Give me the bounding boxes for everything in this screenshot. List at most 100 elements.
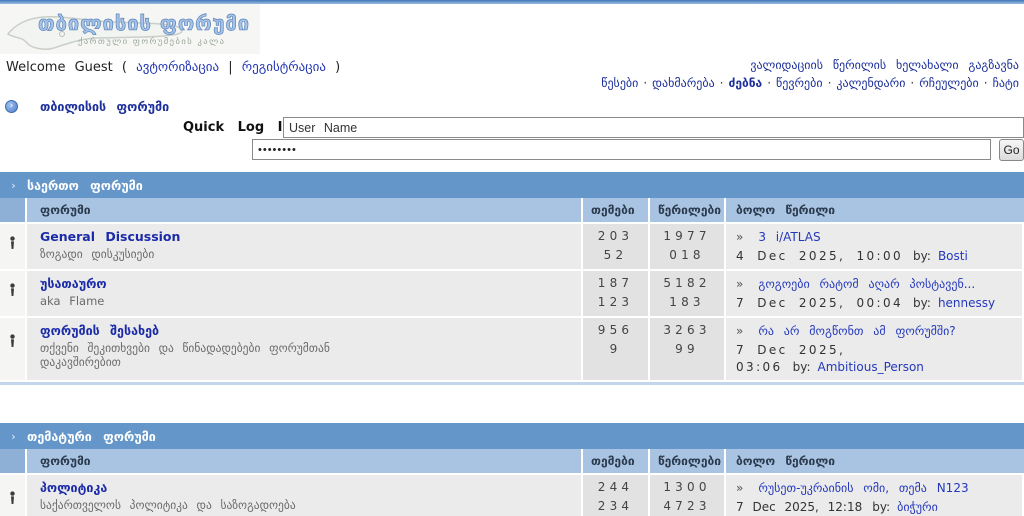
quick-login-label: Quick Log In <box>183 120 292 135</box>
last-post-date: 7 Dec 2025, 12:18 <box>736 500 863 514</box>
username-input[interactable] <box>283 117 1024 138</box>
forum-row-politics: პოლიტიკა საქართველოს პოლიტიკა და საზოგად… <box>0 475 1024 516</box>
nav-separator: · <box>910 76 915 90</box>
topics-count: 20352 <box>583 224 650 269</box>
validation-resend-link[interactable]: ვალიდაციის წერილის ხელახალი გაგზავნა <box>750 58 1019 72</box>
logo[interactable]: თბილისის ფორუმი ქართული ფორუმების კალა <box>0 4 260 54</box>
nav-separator: · <box>643 76 648 90</box>
topics-count: 9569 <box>583 318 650 380</box>
forum-row-about-forum: ფორუმის შესახებ თქვენი შეკითხვები და წინ… <box>0 318 1024 382</box>
last-post-cell: » 3 i/ATLAS 4 Dec 2025, 10:00 by: Bosti <box>726 224 1022 269</box>
posts-count: 1977018 <box>650 224 726 269</box>
forum-description: საქართველოს პოლიტიკა და საზოგადოება <box>40 498 296 512</box>
last-topic-link[interactable]: რა არ მოგწონთ ამ ფორუმში? <box>758 324 956 338</box>
topics-column-header: თემები <box>583 449 650 473</box>
posts-column-header: წერილები <box>650 449 726 473</box>
register-link[interactable]: რეგისტრაცია <box>241 60 326 75</box>
forum-column-header: ფორუმი <box>27 449 583 473</box>
last-post-marker: » <box>736 481 744 495</box>
last-topic-link[interactable]: გოგოები რატომ აღარ პოსტავენ... <box>758 277 976 291</box>
password-input[interactable] <box>252 139 991 160</box>
nav-separator: · <box>983 76 988 90</box>
category-thematic: › თემატური ფორუმი ფორუმი თემები წერილები… <box>0 423 1024 516</box>
forum-row-flame: უსათაურო aka Flame 187123 5182183 » გოგოე… <box>0 271 1024 318</box>
nav-separator: · <box>767 76 772 90</box>
forum-link[interactable]: ფორუმის შესახებ <box>40 323 160 338</box>
collapse-arrow-icon: › <box>11 178 16 192</box>
table-header-row: ფორუმი თემები წერილები ბოლო წერილი <box>0 198 1024 224</box>
category-general: › საერთო ფორუმი ფორუმი თემები წერილები ბ… <box>0 172 1024 385</box>
paren-open: ( <box>121 60 127 75</box>
login-link[interactable]: ავტორიზაცია <box>136 60 220 75</box>
posts-count: 326399 <box>650 318 726 380</box>
validation-resend-row: ვალიდაციის წერილის ხელახალი გაგზავნა <box>601 58 1019 72</box>
last-post-marker: » <box>736 230 744 244</box>
last-post-user-link[interactable]: hennessy <box>937 296 996 310</box>
nav-item-help[interactable]: დახმარება <box>652 76 715 90</box>
lastpost-column-header: ბოლო წერილი <box>736 203 835 217</box>
topics-column-header: თემები <box>583 198 650 222</box>
header-links: ვალიდაციის წერილის ხელახალი გაგზავნა წეს… <box>601 58 1019 94</box>
forum-status-icon <box>10 334 15 347</box>
by-label: by: <box>872 500 891 514</box>
forum-description: ზოგადი დისკუსიები <box>40 247 155 261</box>
nav-item-favorites[interactable]: რჩეულები <box>919 76 979 90</box>
lastpost-column-header: ბოლო წერილი <box>736 454 835 468</box>
topics-count: 187123 <box>583 271 650 316</box>
forum-link[interactable]: უსათაურო <box>40 276 107 291</box>
category-title: საერთო ფორუმი <box>27 177 143 193</box>
last-post-user-link[interactable]: ბიჭური <box>897 500 938 514</box>
last-post-user-link[interactable]: Ambitious_Person <box>817 360 924 374</box>
nav-item-chat[interactable]: ჩატი <box>992 76 1019 90</box>
top-accent-bar <box>0 0 1024 4</box>
last-post-date: 4 Dec 2025, 10:00 <box>736 249 904 263</box>
posts-column-header: წერილები <box>650 198 726 222</box>
nav-item-calendar[interactable]: კალენდარი <box>836 76 906 90</box>
last-post-cell: » გოგოები რატომ აღარ პოსტავენ... 7 Dec 20… <box>726 271 1022 316</box>
forum-status-icon <box>10 236 15 249</box>
forum-link[interactable]: პოლიტიკა <box>40 480 108 495</box>
forum-status-icon <box>10 283 15 296</box>
nav-item-members[interactable]: წევრები <box>776 76 823 90</box>
page-header: თბილისის ფორუმი ქართული ფორუმების კალა W… <box>0 4 1024 172</box>
table-header-row: ფორუმი თემები წერილები ბოლო წერილი <box>0 449 1024 475</box>
nav-item-rules[interactable]: წესები <box>601 76 639 90</box>
logo-map-icon: თბილისის ფორუმი ქართული ფორუმების კალა <box>6 11 250 50</box>
last-post-marker: » <box>736 277 744 291</box>
last-topic-link[interactable]: რუსეთ-უკრაინის ომი, თემა N123 <box>758 481 969 495</box>
forum-column-header: ფორუმი <box>27 198 583 222</box>
forum-bullet-icon: › <box>5 100 18 113</box>
logo-subtitle-text: ქართული ფორუმების კალა <box>78 36 225 47</box>
welcome-divider: | <box>228 60 233 75</box>
logo-title-text: თბილისის ფორუმი <box>38 11 250 35</box>
forum-link[interactable]: General Discussion <box>40 229 181 244</box>
last-post-marker: » <box>736 324 744 338</box>
breadcrumb: › თბილისის ფორუმი <box>5 99 169 114</box>
main-nav: წესები · დახმარება · ძებნა · წევრები · კალენდარი… <box>601 76 1019 90</box>
welcome-text: Welcome Guest <box>6 60 113 75</box>
last-post-user-link[interactable]: Bosti <box>937 249 968 263</box>
icon-column-header <box>0 198 27 222</box>
forum-description: თქვენი შეკითხვები და წინადადებები ფორუმთ… <box>40 341 330 369</box>
category-header-general[interactable]: › საერთო ფორუმი <box>0 172 1024 198</box>
category-title: თემატური ფორუმი <box>27 428 156 444</box>
icon-column-header <box>0 449 27 473</box>
last-post-date: 7 Dec 2025, 03:06 <box>736 343 846 374</box>
by-label: by: <box>913 296 931 310</box>
go-button[interactable]: Go <box>999 139 1024 161</box>
posts-count: 5182183 <box>650 271 726 316</box>
last-topic-link[interactable]: 3 i/ATLAS <box>758 230 821 244</box>
breadcrumb-root-link[interactable]: თბილისის ფორუმი <box>40 99 170 114</box>
nav-item-search[interactable]: ძებნა <box>728 76 763 90</box>
by-label: by: <box>913 249 931 263</box>
category-header-thematic[interactable]: › თემატური ფორუმი <box>0 423 1024 449</box>
paren-close: ) <box>335 60 341 75</box>
by-label: by: <box>792 360 811 374</box>
welcome-line: Welcome Guest ( ავტორიზაცია | რეგისტრაცი… <box>6 60 340 75</box>
last-post-date: 7 Dec 2025, 00:04 <box>736 296 904 310</box>
nav-separator: · <box>827 76 832 90</box>
collapse-arrow-icon: › <box>11 429 16 443</box>
forum-description: aka Flame <box>40 294 105 308</box>
forum-status-icon <box>10 491 15 504</box>
topics-count: 244234 <box>583 475 650 516</box>
